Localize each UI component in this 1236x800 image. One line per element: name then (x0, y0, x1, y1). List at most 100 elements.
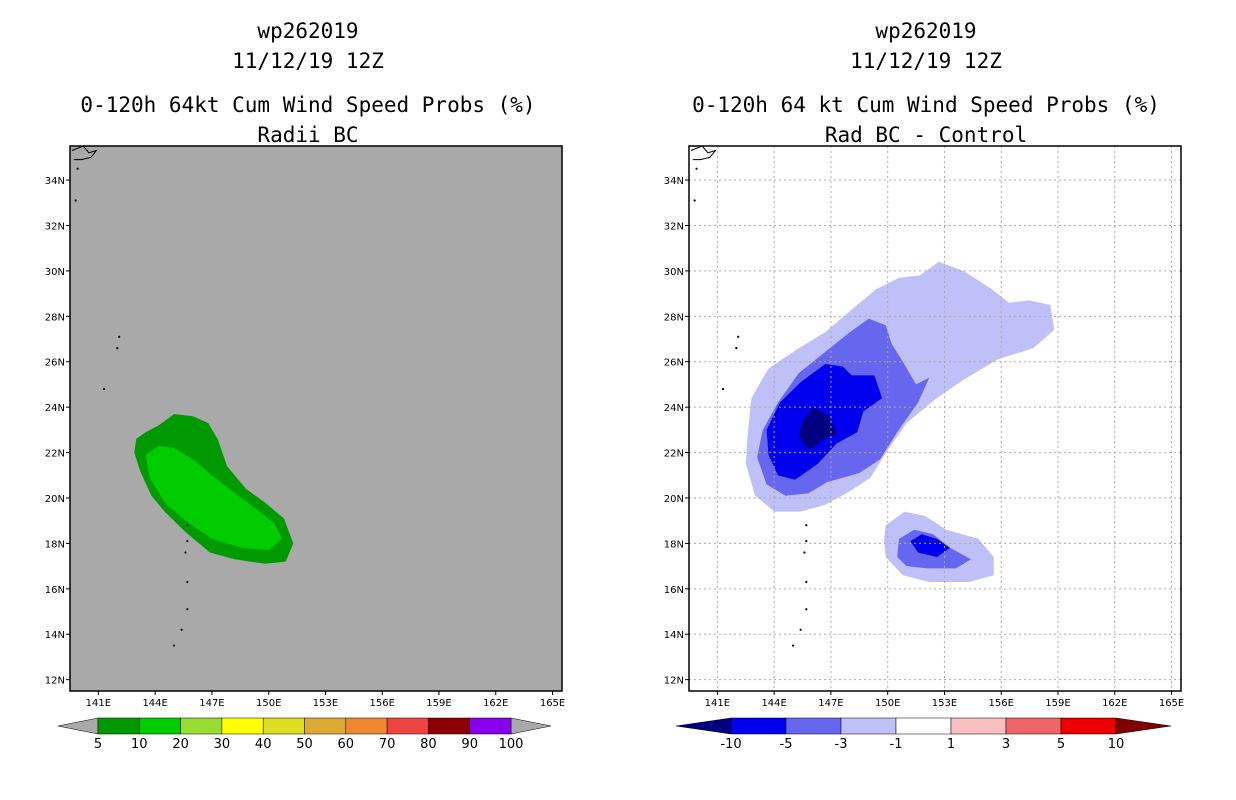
left-lon-label-0: 141E (86, 698, 111, 709)
right-island-5 (721, 387, 725, 391)
right-island-6 (805, 524, 808, 527)
right-lat-label-10: 32N (664, 221, 684, 232)
left-colorbar-high-arrow (510, 717, 552, 735)
right-colorbar-low-arrow (675, 717, 732, 735)
left-island-2 (74, 199, 77, 202)
left-lon-label-2: 147E (199, 698, 224, 709)
right-colorbar-label-3: -1 (890, 737, 903, 752)
left-island-6 (186, 524, 189, 527)
left-lat-label-9: 30N (45, 267, 65, 278)
left-colorbar-label-7: 70 (379, 737, 396, 752)
right-island-4 (735, 347, 738, 350)
right-lat-label-5: 22N (664, 449, 684, 460)
right-colorbar-swatch-5 (1005, 717, 1062, 735)
left-island-12 (172, 644, 176, 647)
right-storm-id: wp262019 (875, 19, 977, 43)
right-contour-5 (910, 534, 951, 557)
right-panel-title: wp262019 11/12/19 12Z 0-120h 64 kt Cum W… (626, 16, 1226, 150)
right-lon-label-0: 141E (705, 698, 730, 709)
right-lat-label-0: 12N (664, 676, 684, 687)
left-colorbar-label-2: 20 (172, 737, 189, 752)
left-lat-label-3: 18N (45, 539, 65, 550)
right-lon-label-1: 144E (761, 698, 786, 709)
left-subtitle: Radii BC (257, 123, 359, 147)
left-island-9 (186, 580, 189, 584)
left-colorbar-label-3: 30 (214, 737, 231, 752)
right-colorbar-swatch-4 (950, 717, 1007, 735)
left-colorbar: 5 10 20 30 40 50 60 70 80 90 100 (57, 717, 552, 752)
left-island-3 (118, 335, 121, 338)
right-colorbar-swatch-0 (730, 717, 787, 735)
left-lat-label-1: 14N (45, 630, 65, 641)
right-lon-label-2: 147E (818, 698, 843, 709)
left-lon-label-6: 159E (426, 698, 451, 709)
right-colorbar-label-6: 5 (1057, 737, 1065, 752)
right-colorbar-label-7: 10 (1108, 737, 1125, 752)
left-island-5 (102, 387, 106, 391)
left-island-1 (76, 167, 79, 170)
left-lat-label-11: 34N (45, 176, 65, 187)
right-colorbar-swatch-3 (895, 717, 952, 735)
left-lon-label-7: 162E (483, 698, 508, 709)
right-lat-label-4: 20N (664, 494, 684, 505)
left-lat-label-6: 24N (45, 403, 65, 414)
left-colorbar-label-5: 50 (296, 737, 313, 752)
left-coastline-0 (71, 146, 98, 161)
left-map-frame (69, 145, 563, 692)
left-storm-id: wp262019 (257, 19, 359, 43)
right-island-7 (805, 540, 808, 543)
left-colorbar-swatch-3 (221, 717, 264, 735)
right-colorbar-label-4: 1 (947, 737, 955, 752)
left-colorbar-label-10: 100 (499, 737, 524, 752)
left-colorbar-label-0: 5 (94, 737, 102, 752)
left-lon-label-4: 153E (313, 698, 338, 709)
right-lat-label-1: 14N (664, 630, 684, 641)
left-lat-label-7: 26N (45, 358, 65, 369)
right-lat-label-3: 18N (664, 539, 684, 550)
right-subtitle: Rad BC - Control (824, 123, 1028, 147)
left-island-11 (180, 628, 183, 631)
right-colorbar-label-0: -10 (720, 737, 741, 752)
left-title: 0-120h 64kt Cum Wind Speed Probs (%) (80, 93, 536, 117)
left-island-10 (186, 608, 189, 611)
left-lon-label-5: 156E (370, 698, 395, 709)
right-colorbar: -10 -5 -3 -1 1 3 5 10 (675, 717, 1172, 752)
left-island-8 (184, 551, 187, 554)
right-colorbar-label-1: -5 (780, 737, 793, 752)
left-colorbar-swatch-8 (428, 717, 470, 735)
right-lat-label-6: 24N (664, 403, 684, 414)
right-island-2 (693, 199, 696, 202)
left-lat-label-4: 20N (45, 494, 65, 505)
left-map-background (70, 146, 562, 691)
right-lon-label-3: 150E (875, 698, 900, 709)
left-colorbar-label-9: 90 (461, 737, 478, 752)
right-colorbar-swatch-1 (785, 717, 842, 735)
left-colorbar-swatch-9 (469, 717, 512, 735)
right-island-10 (805, 608, 808, 611)
left-colorbar-label-6: 60 (338, 737, 355, 752)
right-island-1 (695, 167, 698, 170)
left-island-4 (116, 347, 119, 350)
right-lon-label-5: 156E (989, 698, 1014, 709)
left-colorbar-label-8: 80 (420, 737, 437, 752)
right-lat-label-2: 16N (664, 585, 684, 596)
left-colorbar-low-arrow (57, 717, 99, 735)
right-lat-label-7: 26N (664, 358, 684, 369)
left-lat-label-8: 28N (45, 312, 65, 323)
left-map-plot: 141E 144E 147E 150E 153E 156E 159E 162E 165E 12N 1… (45, 145, 565, 709)
left-lat-label-5: 22N (45, 449, 65, 460)
right-map-frame (688, 145, 1182, 692)
right-island-8 (803, 551, 806, 554)
left-colorbar-swatch-0 (97, 717, 140, 735)
left-lon-label-8: 165E (540, 698, 565, 709)
left-colorbar-label-1: 10 (131, 737, 148, 752)
right-lon-label-6: 159E (1045, 698, 1070, 709)
right-map-plot: 141E 144E 147E 150E 153E 156E 159E 162E 165E 12N 1… (664, 145, 1184, 709)
left-colorbar-label-4: 40 (255, 737, 272, 752)
left-lon-label-3: 150E (256, 698, 281, 709)
right-coastline-0 (690, 146, 717, 161)
right-contour-6 (798, 407, 837, 451)
left-lat-label-2: 16N (45, 585, 65, 596)
left-colorbar-swatch-2 (180, 717, 223, 735)
